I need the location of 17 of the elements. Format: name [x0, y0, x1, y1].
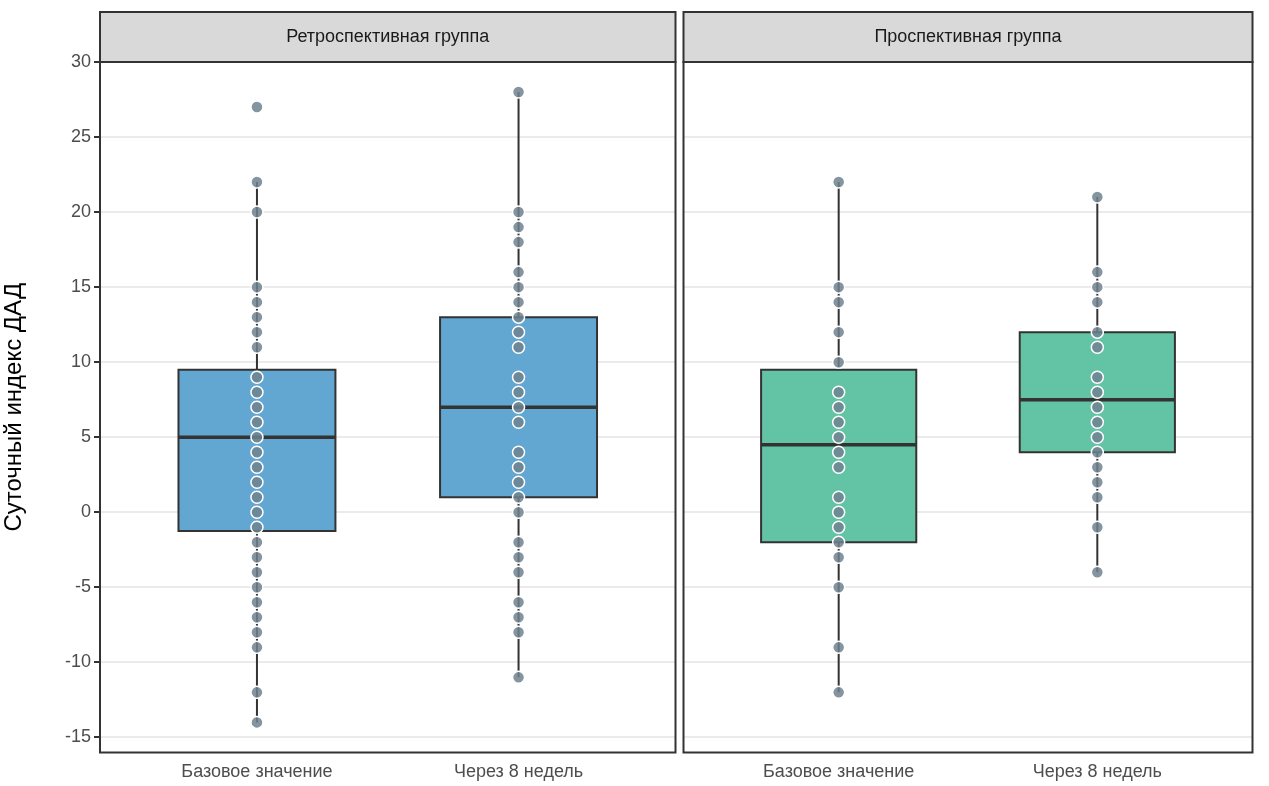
y-axis-title: Суточный индекс ДАД: [0, 282, 27, 532]
y-tick-label: 30: [70, 50, 91, 71]
x-tick-label: Базовое значение: [181, 761, 333, 782]
x-tick-label: Через 8 недель: [1032, 761, 1162, 782]
y-tick-label: -10: [64, 651, 91, 672]
x-tick-label: Базовое значение: [762, 761, 914, 782]
y-tick-label: 25: [70, 126, 91, 147]
y-tick-label: -15: [64, 726, 91, 747]
y-tick-label: 0: [80, 501, 91, 522]
x-tick-label: Через 8 недель: [453, 761, 584, 782]
y-tick-label: 5: [80, 426, 91, 447]
chart-title: Ретроспективная группа: [286, 25, 491, 46]
chart-title: Проспективная группа: [873, 25, 1063, 46]
y-tick-label: 10: [70, 351, 91, 372]
y-tick-label: 20: [70, 201, 91, 222]
y-tick-label: -5: [74, 576, 91, 597]
y-tick-label: 15: [70, 276, 91, 297]
